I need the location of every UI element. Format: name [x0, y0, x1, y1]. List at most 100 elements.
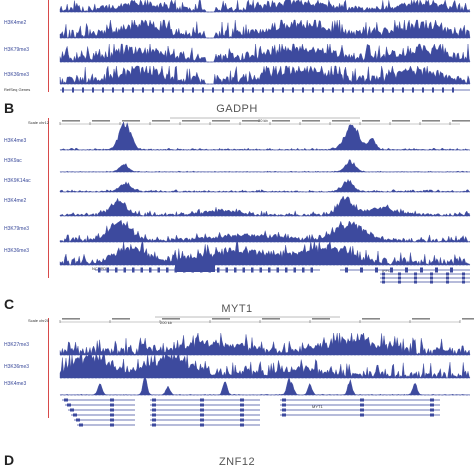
panel-a-refseq-gene-exon — [82, 87, 84, 93]
panel-c-gene-row-5-a-exon — [110, 418, 114, 422]
panel-c-gene-row-3-a-exon — [110, 408, 114, 412]
panel-c-track-label-3: H3K4me3 — [4, 381, 27, 387]
panel-a-refseq-gene-exon — [362, 87, 364, 93]
panel-b-gene-iffo1-exon — [450, 267, 453, 273]
panel-c-gene-row-5-a-exon — [76, 418, 80, 422]
panel-c-gene-row-5-b-exon — [240, 418, 244, 422]
panel-c-gene-row-1-c-exon — [282, 398, 286, 402]
panel-b-gene-ncapd2-exon — [149, 267, 152, 273]
panel-a-refseq-gene-exon — [322, 87, 324, 93]
panel-b-gene-isoform-2-exon — [382, 276, 385, 280]
panel-a-refseq-gene-exon — [132, 87, 134, 93]
panel-a-track-label-3: H3K36me3 — [4, 72, 30, 78]
panel-a-axis-line — [48, 0, 49, 92]
panel-b-gene-ncapd2-exon — [259, 267, 262, 273]
panel-a-track-label-2: H3K79me3 — [4, 47, 30, 53]
panel-b-gene-iffo1-exon — [360, 267, 363, 273]
panel-a-refseq-gene-exon — [332, 87, 334, 93]
panel-b-signal-4 — [59, 195, 471, 217]
panel-a-refseq-gene-exon — [442, 87, 444, 93]
panel-b-track-label-5: H3K79me3 — [4, 226, 30, 232]
panel-a-refseq-gene-exon — [182, 87, 184, 93]
panel-a-signal-3 — [59, 43, 471, 63]
panel-b-ruler-tick-label — [422, 120, 440, 122]
panel-c-gene-row-5-b-exon — [152, 418, 156, 422]
panel-b-ruler-tick-label — [212, 120, 230, 122]
panel-c-gene-row-3-c-exon — [282, 408, 286, 412]
panel-d-letter: D — [4, 452, 15, 468]
panel-b-gene-ncapd2-exon — [166, 267, 169, 273]
panel-b-signal-5 — [59, 219, 471, 243]
panel-b-ruler-tick-label — [62, 120, 80, 122]
panel-c-signal-3 — [59, 376, 471, 396]
panel-c-gene-row-2-c-exon — [282, 403, 286, 407]
panel-a-signal-2 — [59, 19, 471, 39]
panel-c-signal-2 — [59, 353, 471, 379]
panel-b-track-label-6: H3K36me3 — [4, 248, 30, 254]
panel-b-axis-line — [48, 118, 49, 278]
panel-b-gene-ncapd2-exon — [302, 267, 305, 273]
panel-b-gene-isoform-3-exon — [430, 280, 433, 284]
panel-b-gene-ncapd2-exon — [285, 267, 288, 273]
panel-c-gene-row-2-c-exon — [360, 403, 364, 407]
panel-a-refseq-gene-exon — [402, 87, 404, 93]
panel-c-scale-bar-label: 200 kb — [160, 320, 173, 325]
panel-c-axis-line — [48, 318, 49, 418]
panel-b-scale-bar-label: 20 kb — [258, 118, 268, 123]
panel-b-gene-ncapd2-exon — [276, 267, 279, 273]
panel-c-gene-row-3-b-exon — [152, 408, 156, 412]
panel-c-gene-row-4-a-exon — [110, 413, 114, 417]
panel-a-refseq-gene-exon — [162, 87, 164, 93]
panel-b-gene-title: GADPH — [216, 103, 258, 115]
panel-c-gene-row-4-b-exon — [200, 413, 204, 417]
panel-a-refseq-gene-exon — [392, 87, 394, 93]
panel-c-gene-row-1-a-exon — [110, 398, 114, 402]
panel-b-gene-isoform-2-exon — [462, 276, 465, 280]
panel-a-refseq-gene-exon — [262, 87, 264, 93]
panel-b-gene-ncapd2-exon — [123, 267, 126, 273]
panel-c-ruler-tick-label — [412, 318, 430, 320]
panel-b-ruler-tick-label — [152, 120, 170, 122]
panel-c-gene-row-4-b-exon — [240, 413, 244, 417]
panel-a-refseq-gene-exon — [372, 87, 374, 93]
panel-c-gene-row-3-b-exon — [200, 408, 204, 412]
panel-b-gene-iffo1-exon — [345, 267, 348, 273]
panel-c-gene-row-2-b-exon — [152, 403, 156, 407]
panel-a-refseq-label: RefSeq Genes — [4, 87, 31, 92]
panel-a-refseq-gene-exon — [122, 87, 124, 93]
panel-b-gene-gapdh — [175, 264, 215, 272]
panel-c-gene-label-1: MYT1 — [312, 404, 323, 409]
panel-c-gene-row-3-a-exon — [70, 408, 74, 412]
panel-b-tracks — [59, 117, 471, 284]
panel-c-gene-row-6-a-exon — [79, 423, 83, 427]
panel-b-gene-ncapd2-exon — [98, 267, 101, 273]
panel-a-refseq-gene-exon — [352, 87, 354, 93]
panel-b-ruler-tick-label — [332, 120, 350, 122]
panel-a-refseq-gene-exon — [142, 87, 144, 93]
panel-b-track-label-2: H3K9ac — [4, 158, 22, 164]
panel-a-refseq-gene-exon — [232, 87, 234, 93]
panel-b-gene-isoform-1-exon — [430, 272, 433, 276]
panel-b-gene-ncapd2-exon — [310, 267, 313, 273]
panel-a-refseq-gene-exon — [452, 87, 454, 93]
panel-c-ruler-tick-label — [112, 318, 130, 320]
panel-c-scale-label: Scale chr20 — [28, 318, 50, 323]
panel-c-signal-1 — [59, 332, 471, 356]
panel-b-gene-isoform-2-exon — [398, 276, 401, 280]
panel-a-refseq-gene-exon — [92, 87, 94, 93]
panel-b-gene-ncapd2-exon — [217, 267, 220, 273]
panel-b-gene-isoform-1-exon — [462, 272, 465, 276]
panel-b-track-label-3: H3K9K14ac — [4, 178, 31, 184]
panel-b-track-label-1: H3K4me3 — [4, 138, 27, 144]
panel-b-gene-isoform-2-exon — [414, 276, 417, 280]
panel-c-gene-row-3-c-exon — [360, 408, 364, 412]
panel-a-refseq-gene-exon — [192, 87, 194, 93]
panel-c-gene-row-6-b-exon — [240, 423, 244, 427]
panel-a-refseq-gene-exon — [292, 87, 294, 93]
panel-c-gene-title: MYT1 — [221, 303, 253, 315]
panel-b-gene-iffo1-exon — [375, 267, 378, 273]
panel-a-refseq-gene-exon — [242, 87, 244, 93]
panel-c-gene-row-2-b-exon — [200, 403, 204, 407]
panel-c-gene-row-4-b-exon — [152, 413, 156, 417]
panel-d-gene-title: ZNF12 — [218, 456, 256, 468]
